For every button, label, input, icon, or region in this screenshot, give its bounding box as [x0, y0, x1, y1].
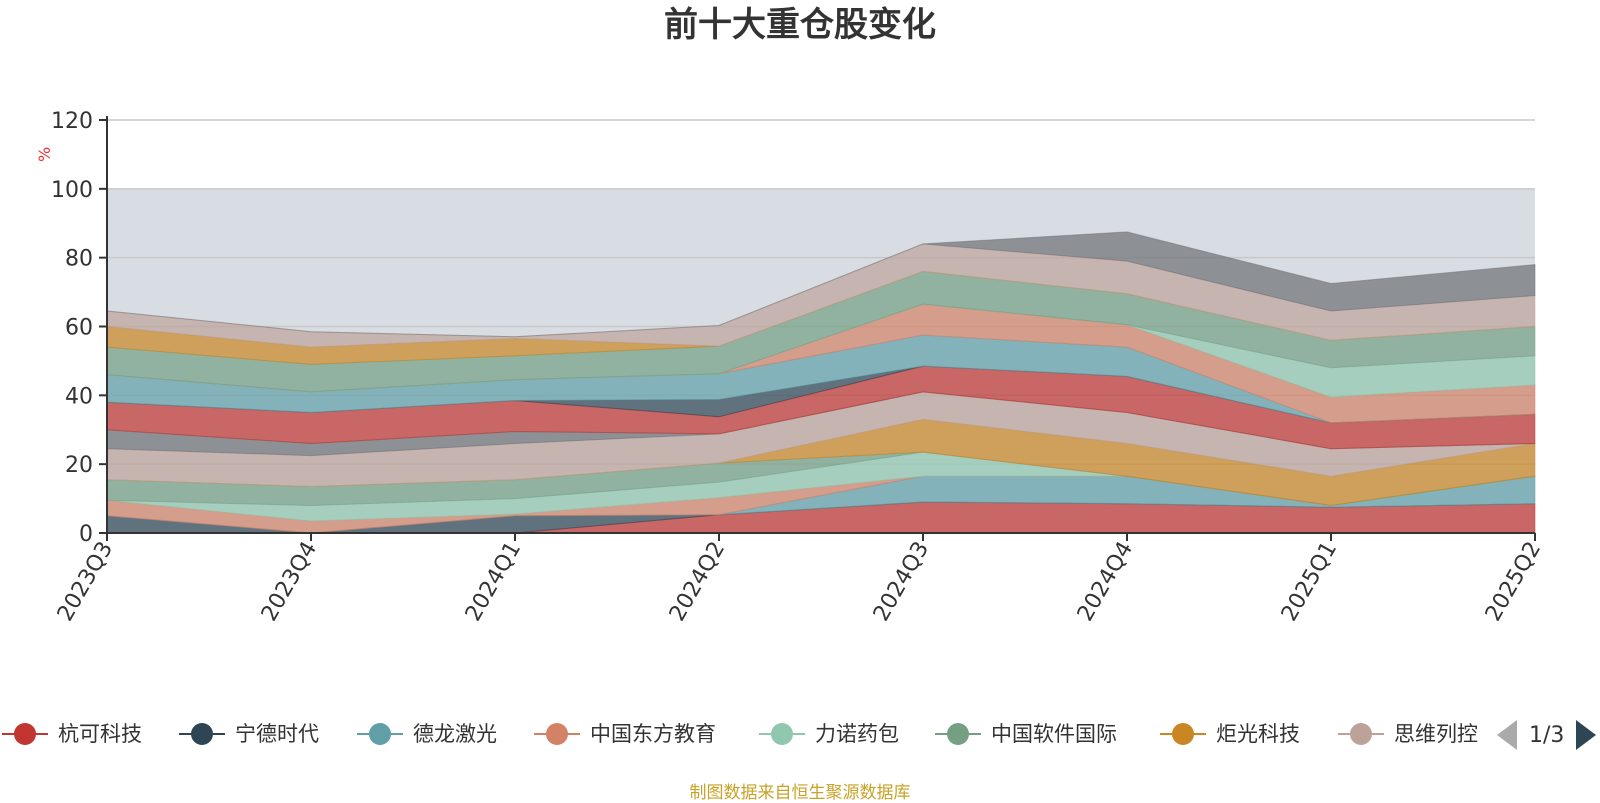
x-tick-label: 2024Q4 [1073, 538, 1138, 626]
legend-item[interactable]: 中国软件国际 [933, 713, 1117, 753]
y-tick-label: 100 [51, 178, 93, 203]
legend-label: 杭可科技 [58, 722, 142, 746]
legend-label: 力诺药包 [815, 722, 899, 746]
chart-title: 前十大重仓股变化 [664, 5, 936, 45]
y-tick-label: 120 [51, 109, 93, 134]
y-tick-label: 60 [65, 316, 93, 341]
legend-marker-icon [532, 713, 582, 753]
legend-item[interactable]: 德龙激光 [355, 713, 497, 753]
y-tick-label: 80 [65, 247, 93, 272]
legend-item[interactable]: 力诺药包 [757, 713, 899, 753]
source-note: 制图数据来自恒生聚源数据库 [689, 783, 911, 803]
legend-marker-icon [1158, 713, 1208, 753]
legend-label: 宁德时代 [235, 722, 319, 746]
legend-next-icon[interactable] [1576, 720, 1597, 750]
legend-marker-icon [933, 713, 983, 753]
legend: 杭可科技 宁德时代 德龙激光 中国东方教育 力诺药包 中国软件国际 炬光科技 思维列控 [0, 713, 1600, 753]
legend-marker-icon [757, 713, 807, 753]
legend-label: 中国东方教育 [590, 722, 716, 746]
y-tick-label: 20 [65, 453, 93, 478]
legend-item[interactable]: 炬光科技 [1158, 713, 1300, 753]
x-tick-label: 2023Q3 [53, 538, 118, 626]
legend-item[interactable]: 思维列控 [1336, 713, 1478, 753]
x-tick-label: 2023Q4 [257, 538, 322, 626]
legend-item[interactable]: 宁德时代 [177, 713, 319, 753]
legend-label: 炬光科技 [1216, 722, 1300, 746]
x-tick-label: 2024Q2 [665, 538, 730, 626]
y-tick-label: 40 [65, 384, 93, 409]
legend-marker-icon [355, 713, 405, 753]
legend-item[interactable]: 杭可科技 [0, 713, 142, 753]
legend-marker-icon [177, 713, 227, 753]
x-tick-label: 2025Q1 [1277, 538, 1342, 626]
x-tick-label: 2024Q1 [461, 538, 526, 626]
x-tick-label: 2025Q2 [1481, 538, 1546, 626]
area-series-17 [106, 231, 1536, 338]
legend-prev-icon[interactable] [1497, 720, 1517, 750]
legend-label: 中国软件国际 [991, 722, 1117, 746]
legend-item[interactable]: 中国东方教育 [532, 713, 716, 753]
x-tick-label: 2024Q3 [869, 538, 934, 626]
legend-marker-icon [1336, 713, 1386, 753]
legend-marker-icon [0, 713, 50, 753]
y-tick-label: 0 [79, 522, 93, 547]
legend-label: 德龙激光 [413, 722, 497, 746]
y-axis-unit: % [35, 147, 54, 162]
chart-plot: 0 20 40 60 80 100 120% 2023Q3 2023Q4 2024Q1 2024Q2… [35, 109, 1546, 626]
legend-page-indicator: 1/3 [1529, 722, 1565, 748]
legend-label: 思维列控 [1394, 722, 1478, 746]
legend-pager: 1/3 [1497, 718, 1597, 752]
